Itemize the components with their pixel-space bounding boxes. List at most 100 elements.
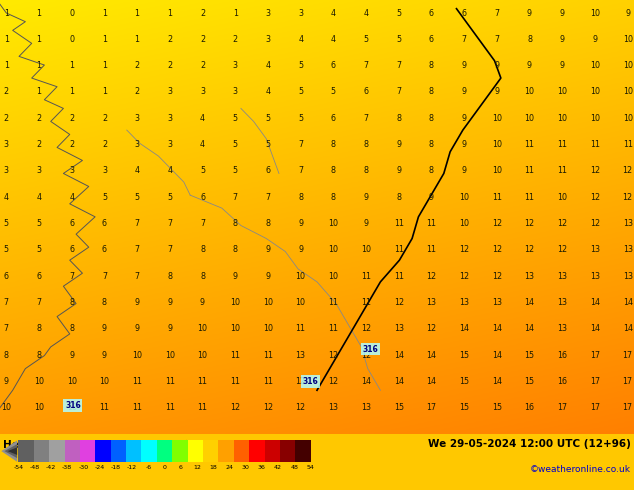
Text: 7: 7: [4, 298, 9, 307]
Bar: [295, 441, 311, 462]
Text: 1: 1: [134, 35, 139, 44]
Text: 2: 2: [4, 114, 9, 122]
Text: 8: 8: [527, 35, 532, 44]
Text: 8: 8: [429, 61, 434, 70]
Text: 10: 10: [590, 8, 600, 18]
Text: 11: 11: [492, 193, 502, 202]
Text: 12: 12: [394, 298, 404, 307]
Text: 11: 11: [394, 219, 404, 228]
Text: 10: 10: [524, 114, 534, 122]
Text: 10: 10: [328, 219, 339, 228]
Text: -18: -18: [111, 465, 121, 469]
Text: 8: 8: [331, 140, 336, 149]
Text: 10: 10: [590, 114, 600, 122]
Text: 9: 9: [462, 87, 467, 97]
Text: 8: 8: [102, 298, 107, 307]
Text: 9: 9: [462, 167, 467, 175]
Text: 11: 11: [557, 167, 567, 175]
Text: 14: 14: [492, 377, 502, 386]
Text: 10: 10: [165, 350, 175, 360]
Text: 14: 14: [459, 324, 469, 333]
Text: 24: 24: [226, 465, 233, 469]
Text: 14: 14: [394, 377, 404, 386]
Text: 8: 8: [331, 167, 336, 175]
Text: 11: 11: [132, 377, 142, 386]
Bar: [157, 441, 172, 462]
Text: 6: 6: [37, 271, 42, 281]
Text: 10: 10: [328, 245, 339, 254]
Text: 7: 7: [462, 35, 467, 44]
Text: 12: 12: [590, 167, 600, 175]
Text: 6: 6: [69, 219, 74, 228]
Text: 16: 16: [557, 377, 567, 386]
Text: 9: 9: [167, 324, 172, 333]
Text: 5: 5: [363, 35, 368, 44]
Text: 12: 12: [459, 271, 469, 281]
Text: 2: 2: [200, 35, 205, 44]
Text: 11: 11: [295, 324, 306, 333]
Text: 10: 10: [557, 114, 567, 122]
Text: 12: 12: [492, 245, 502, 254]
Text: 4: 4: [331, 8, 336, 18]
Text: 6: 6: [363, 87, 368, 97]
Text: 14: 14: [524, 298, 534, 307]
Text: 6: 6: [102, 245, 107, 254]
Text: 7: 7: [233, 193, 238, 202]
Bar: [188, 441, 203, 462]
Text: 7: 7: [298, 140, 303, 149]
Text: 8: 8: [37, 350, 42, 360]
Text: 3: 3: [102, 167, 107, 175]
Bar: [141, 441, 157, 462]
Bar: [34, 441, 49, 462]
Text: 4: 4: [200, 114, 205, 122]
Bar: [249, 441, 264, 462]
Text: 2: 2: [134, 87, 139, 97]
Text: 5: 5: [37, 219, 42, 228]
Text: 10: 10: [295, 298, 306, 307]
Text: 13: 13: [394, 324, 404, 333]
Text: 3: 3: [233, 87, 238, 97]
Text: 5: 5: [233, 114, 238, 122]
Text: 10: 10: [590, 61, 600, 70]
Text: 10: 10: [623, 61, 633, 70]
Text: 8: 8: [396, 114, 401, 122]
Text: 11: 11: [198, 403, 207, 412]
Text: 54: 54: [307, 465, 314, 469]
Text: 36: 36: [258, 465, 266, 469]
Text: 12: 12: [524, 219, 534, 228]
Text: 11: 11: [230, 350, 240, 360]
Text: 9: 9: [592, 35, 597, 44]
Polygon shape: [4, 444, 17, 458]
Text: 3: 3: [167, 114, 172, 122]
Text: 9: 9: [462, 140, 467, 149]
Text: 0: 0: [162, 465, 167, 469]
Text: 3: 3: [134, 114, 139, 122]
Text: 17: 17: [623, 403, 633, 412]
Polygon shape: [1, 441, 17, 462]
Text: 10: 10: [557, 87, 567, 97]
Text: 14: 14: [427, 377, 436, 386]
Text: 11: 11: [524, 193, 534, 202]
Text: 13: 13: [492, 298, 502, 307]
Text: 316: 316: [65, 401, 81, 410]
Text: 5: 5: [298, 114, 303, 122]
Text: 9: 9: [363, 219, 368, 228]
Bar: [80, 441, 95, 462]
Text: 9: 9: [462, 114, 467, 122]
Text: 9: 9: [167, 298, 172, 307]
Text: 10: 10: [492, 167, 502, 175]
Text: 4: 4: [200, 140, 205, 149]
Text: 13: 13: [524, 271, 534, 281]
Text: 7: 7: [134, 219, 139, 228]
Text: 3: 3: [69, 167, 74, 175]
Text: 11: 11: [132, 403, 142, 412]
Text: -54: -54: [13, 465, 23, 469]
Text: 9: 9: [298, 245, 303, 254]
Text: 7: 7: [102, 271, 107, 281]
Text: 3: 3: [4, 140, 9, 149]
Text: 4: 4: [69, 193, 74, 202]
Text: 10: 10: [230, 324, 240, 333]
Text: 2: 2: [134, 61, 139, 70]
Text: 1: 1: [69, 87, 74, 97]
Text: 3: 3: [37, 167, 42, 175]
